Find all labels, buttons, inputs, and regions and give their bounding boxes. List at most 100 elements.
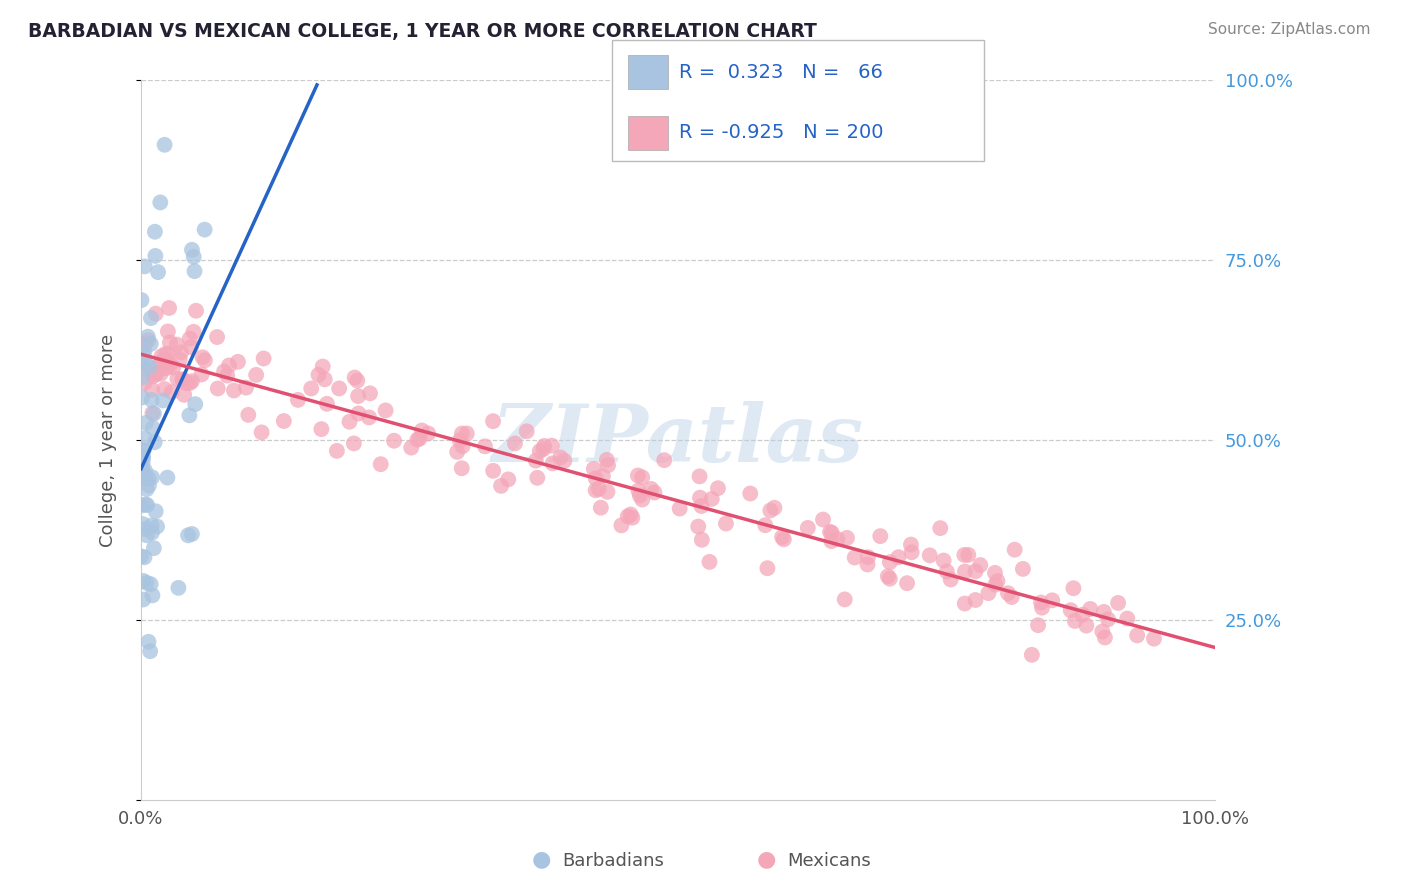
Point [141,588,163,602]
Point [141,392,163,407]
Point [139,577,162,591]
Point [142,369,165,384]
Point [180,527,202,541]
Point [589,500,612,515]
Point [145,367,167,381]
Point [1097,612,1119,626]
Point [145,504,167,518]
Point [139,336,162,351]
Point [1071,607,1094,622]
Point [516,425,538,439]
Point [156,325,179,339]
Point [489,479,512,493]
Point [953,565,976,579]
Point [299,382,322,396]
Point [627,483,650,498]
Point [343,436,366,450]
Point [131,450,153,464]
Point [311,422,333,436]
Point [953,597,976,611]
Point [181,374,204,388]
Point [1060,603,1083,617]
Point [756,561,779,575]
Point [132,463,155,477]
Point [714,516,737,531]
Point [406,433,429,447]
Text: ZIPatlas: ZIPatlas [492,401,863,479]
Point [134,471,156,485]
Point [136,498,159,512]
Point [820,534,842,549]
Point [141,470,163,484]
Point [585,471,607,485]
Point [1040,593,1063,607]
Point [250,425,273,440]
Point [179,332,201,346]
Point [984,577,1007,591]
Point [347,389,370,403]
Point [149,355,172,369]
Point [328,381,350,395]
Point [1026,618,1049,632]
Point [238,408,260,422]
Point [155,353,177,368]
Point [596,453,619,467]
Point [553,454,575,468]
Point [326,443,349,458]
Point [969,558,991,572]
Point [149,195,172,210]
Point [142,407,165,421]
Point [346,374,368,388]
Point [226,355,249,369]
Point [821,525,844,540]
Point [1094,631,1116,645]
Point [174,376,197,391]
Point [482,464,505,478]
Text: R = -0.925   N = 200: R = -0.925 N = 200 [679,123,883,143]
Point [1116,611,1139,625]
Point [183,325,205,339]
Point [194,222,217,236]
Point [146,519,169,533]
Point [640,482,662,496]
Point [835,531,858,545]
Point [205,330,228,344]
Point [876,569,898,583]
Point [965,593,987,607]
Point [190,368,212,382]
Point [1031,600,1053,615]
Point [135,575,157,590]
Point [131,370,153,384]
Point [496,472,519,486]
Point [191,351,214,365]
Point [770,530,793,544]
Point [529,444,551,458]
Point [134,376,156,390]
Text: R =  0.323   N =   66: R = 0.323 N = 66 [679,62,883,82]
Point [631,492,654,507]
Point [339,415,361,429]
Point [550,450,572,465]
Point [1012,562,1035,576]
Text: ●: ● [756,850,776,870]
Text: Source: ZipAtlas.com: Source: ZipAtlas.com [1208,22,1371,37]
Point [690,499,713,513]
Point [986,574,1008,588]
Point [146,265,169,279]
Point [129,549,152,564]
Point [451,439,474,453]
Point [627,468,650,483]
Point [141,518,163,533]
Point [588,482,610,496]
Point [450,461,472,475]
Point [1001,590,1024,604]
Point [143,249,166,263]
Point [896,576,918,591]
Point [134,431,156,445]
Point [524,453,547,467]
Point [446,445,468,459]
Point [308,368,330,382]
Point [150,350,173,364]
Point [180,340,202,354]
Point [1004,542,1026,557]
